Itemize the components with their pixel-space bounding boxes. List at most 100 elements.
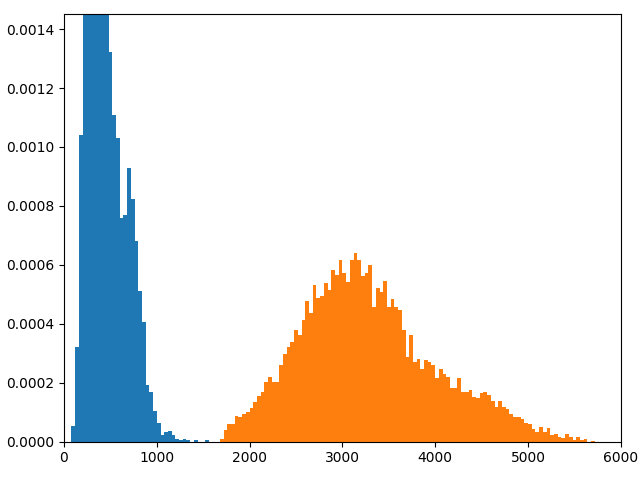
Bar — [116, 138, 120, 442]
Bar — [380, 292, 383, 442]
Bar — [231, 424, 235, 442]
Bar — [554, 434, 557, 442]
Bar — [491, 401, 495, 442]
Bar — [413, 362, 417, 442]
Bar — [146, 385, 149, 442]
Bar — [205, 440, 209, 442]
Bar — [127, 168, 131, 442]
Bar — [557, 437, 561, 442]
Bar — [131, 199, 134, 442]
Bar — [361, 276, 365, 442]
Bar — [72, 426, 75, 442]
Bar — [83, 0, 86, 442]
Bar — [346, 282, 350, 442]
Bar — [576, 437, 580, 442]
Bar — [402, 330, 406, 442]
Bar — [547, 428, 550, 442]
Bar — [220, 439, 223, 442]
Bar — [584, 440, 588, 442]
Bar — [75, 347, 79, 442]
Bar — [450, 388, 454, 442]
Bar — [483, 392, 487, 442]
Bar — [157, 423, 161, 442]
Bar — [253, 402, 257, 442]
Bar — [480, 393, 483, 442]
Bar — [105, 0, 109, 442]
Bar — [417, 359, 420, 442]
Bar — [580, 440, 584, 442]
Bar — [357, 260, 361, 442]
Bar — [328, 289, 332, 442]
Bar — [298, 335, 301, 442]
Bar — [398, 311, 402, 442]
Bar — [472, 396, 476, 442]
Bar — [320, 296, 324, 442]
Bar — [350, 260, 353, 442]
Bar — [454, 388, 458, 442]
Bar — [435, 378, 439, 442]
Bar — [424, 360, 428, 442]
Bar — [543, 432, 547, 442]
Bar — [138, 291, 142, 442]
Bar — [339, 260, 342, 442]
Bar — [528, 424, 532, 442]
Bar — [353, 253, 357, 442]
Bar — [390, 299, 394, 442]
Bar — [539, 427, 543, 442]
Bar — [387, 308, 390, 442]
Bar — [109, 52, 112, 442]
Bar — [194, 440, 198, 442]
Bar — [272, 383, 276, 442]
Bar — [309, 313, 313, 442]
Bar — [513, 417, 517, 442]
Bar — [369, 265, 372, 442]
Bar — [524, 423, 528, 442]
Bar — [179, 440, 183, 442]
Bar — [235, 416, 239, 442]
Bar — [561, 438, 565, 442]
Bar — [287, 347, 291, 442]
Bar — [591, 441, 595, 442]
Bar — [499, 401, 502, 442]
Bar — [120, 217, 124, 442]
Bar — [468, 390, 472, 442]
Bar — [175, 439, 179, 442]
Bar — [569, 437, 573, 442]
Bar — [283, 354, 287, 442]
Bar — [112, 115, 116, 442]
Bar — [506, 409, 509, 442]
Bar — [335, 275, 339, 442]
Bar — [186, 440, 190, 442]
Bar — [316, 298, 320, 442]
Bar — [502, 408, 506, 442]
Bar — [509, 414, 513, 442]
Bar — [134, 241, 138, 442]
Bar — [246, 412, 250, 442]
Bar — [257, 396, 260, 442]
Bar — [101, 0, 105, 442]
Bar — [332, 270, 335, 442]
Bar — [305, 301, 309, 442]
Bar — [487, 395, 491, 442]
Bar — [276, 382, 279, 442]
Bar — [495, 408, 499, 442]
Bar — [372, 307, 376, 442]
Bar — [250, 408, 253, 442]
Bar — [394, 307, 398, 442]
Bar — [79, 135, 83, 442]
Bar — [550, 435, 554, 442]
Bar — [536, 432, 539, 442]
Bar — [164, 432, 168, 442]
Bar — [124, 215, 127, 442]
Bar — [406, 357, 409, 442]
Bar — [520, 419, 524, 442]
Bar — [461, 392, 465, 442]
Bar — [313, 286, 316, 442]
Bar — [260, 392, 264, 442]
Bar — [342, 273, 346, 442]
Bar — [409, 335, 413, 442]
Bar — [446, 377, 450, 442]
Bar — [428, 362, 431, 442]
Bar — [86, 0, 90, 442]
Bar — [168, 431, 172, 442]
